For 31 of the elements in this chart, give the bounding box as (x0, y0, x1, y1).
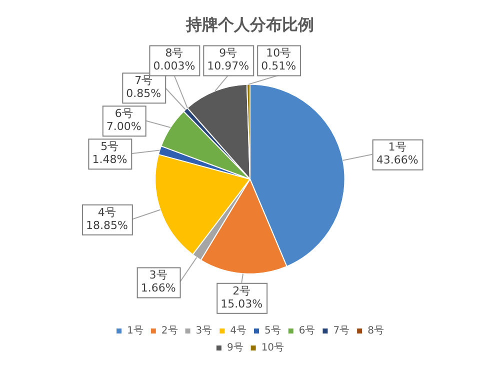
data-label: 10.97% (207, 60, 250, 73)
data-label: 43.66% (376, 154, 418, 167)
slice-label: 4号 (98, 206, 116, 219)
legend-label: 1号 (127, 326, 144, 337)
slice-label: 6号 (114, 106, 133, 120)
slice-label: 7号 (134, 74, 153, 87)
slice-label: 8号 (165, 46, 184, 60)
slice-label: 1号 (388, 140, 406, 154)
legend-label: 6号 (298, 326, 316, 337)
data-label: 18.85% (86, 218, 128, 232)
legend-label: 9号 (226, 342, 244, 354)
data-label: 7.00% (106, 120, 142, 133)
slice-label: 9号 (219, 46, 238, 60)
legend-label: 4号 (230, 326, 247, 337)
data-label: 0.51% (261, 60, 296, 73)
slice-label: 5号 (100, 140, 119, 153)
data-label: 1.48% (92, 152, 128, 166)
legend-label: 5号 (264, 326, 281, 337)
data-label: 1.66% (140, 282, 176, 295)
slice-label: 3号 (149, 268, 168, 282)
chart-title: 持牌个人分布比例 (185, 14, 314, 34)
slice-label: 2号 (232, 284, 251, 298)
legend-label: 2号 (161, 326, 178, 337)
legend-label: 3号 (196, 326, 212, 337)
data-label: 0.003% (153, 60, 196, 73)
legend-label: 8号 (368, 326, 384, 337)
legend-label: 7号 (333, 326, 350, 337)
legend-label: 10号 (261, 342, 284, 354)
data-label: 15.03% (220, 297, 263, 310)
data-label: 0.85% (126, 86, 162, 100)
slice-label: 10号 (266, 46, 292, 60)
